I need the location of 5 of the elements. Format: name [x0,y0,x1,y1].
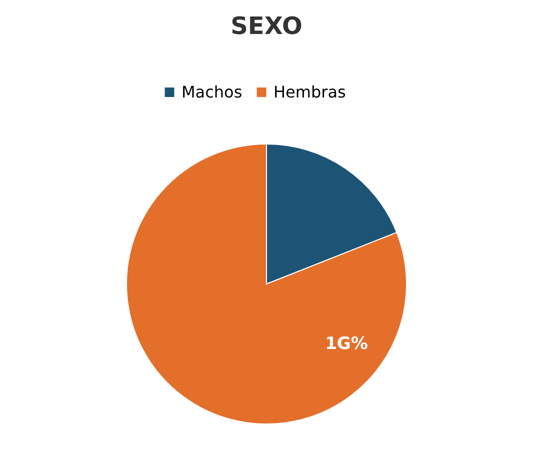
legend-label: Hembras [274,82,346,102]
chart-title: SEXO [230,12,302,40]
legend-label: Machos [182,82,242,102]
text: 1G% [325,334,368,354]
pie-slice [126,144,407,424]
